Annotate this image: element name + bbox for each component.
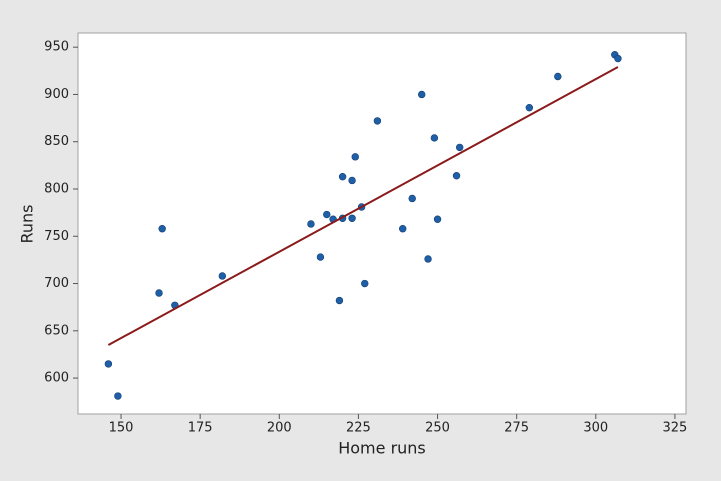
x-axis-label: Home runs: [338, 439, 426, 458]
data-point: [424, 255, 432, 263]
data-point: [104, 360, 113, 368]
y-tick-label: 750: [44, 229, 69, 244]
fit-line: [107, 66, 619, 346]
data-point: [218, 272, 227, 280]
plot-area: [77, 32, 687, 415]
x-tick-label: 250: [425, 421, 450, 436]
data-point: [452, 172, 461, 180]
y-tick-label: 850: [44, 134, 69, 149]
data-point: [373, 117, 382, 125]
data-point: [456, 143, 464, 152]
data-point: [351, 153, 359, 161]
x-tick-label: 300: [583, 421, 608, 436]
y-tick-label: 950: [44, 40, 69, 55]
data-point: [430, 134, 439, 142]
data-point: [614, 54, 622, 63]
data-point: [348, 176, 356, 185]
data-point: [433, 215, 442, 223]
x-tick-label: 325: [663, 421, 688, 436]
data-point: [316, 253, 325, 261]
data-point: [418, 90, 426, 99]
data-point: [158, 224, 166, 233]
x-tick-label: 150: [109, 421, 134, 436]
data-point: [554, 72, 562, 81]
y-axis-label: Runs: [18, 204, 37, 243]
x-tick-label: 225: [346, 421, 371, 436]
data-point: [338, 173, 347, 181]
x-tick-label: 200: [267, 421, 292, 436]
data-point: [361, 279, 369, 288]
data-point: [335, 296, 344, 305]
data-point: [307, 220, 315, 228]
y-tick-label: 700: [44, 276, 69, 291]
data-point: [408, 194, 416, 203]
data-point: [323, 210, 331, 219]
data-point: [399, 224, 407, 233]
x-tick-label: 175: [188, 421, 213, 436]
data-point: [348, 214, 356, 223]
y-tick-label: 650: [44, 323, 69, 338]
data-point: [114, 392, 122, 400]
data-point: [155, 289, 163, 297]
y-tick-label: 900: [44, 87, 69, 102]
y-tick-label: 600: [44, 371, 69, 386]
data-point: [525, 103, 534, 112]
x-tick-label: 275: [504, 421, 529, 436]
y-tick-label: 800: [44, 181, 69, 196]
